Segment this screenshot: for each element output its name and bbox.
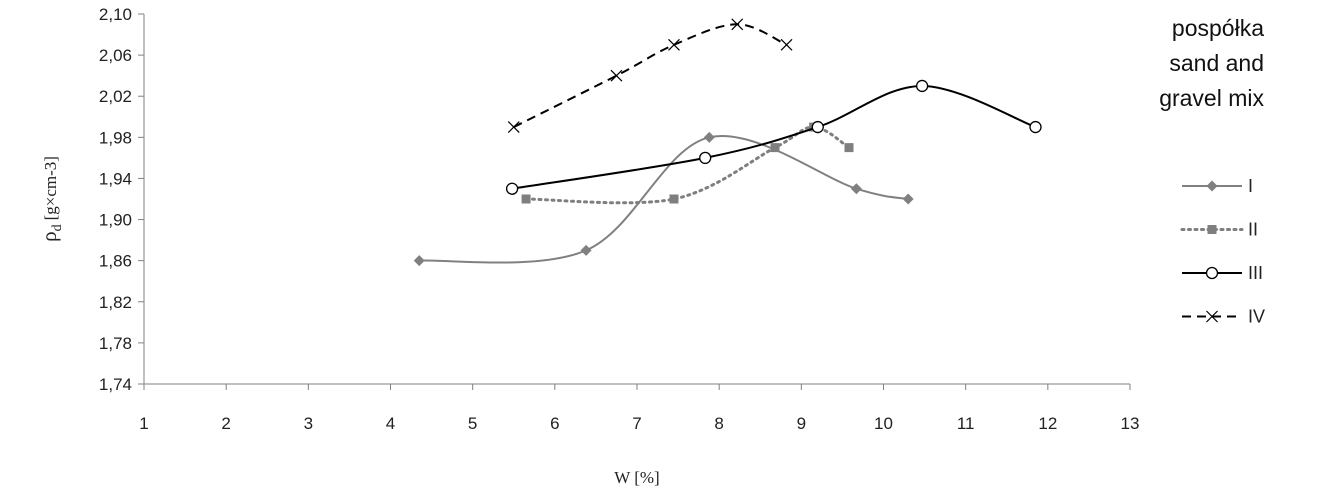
legend-label: IV: [1248, 307, 1265, 327]
data-point: [902, 193, 914, 205]
annotation-line: sand and: [1169, 50, 1264, 76]
data-point: [610, 69, 623, 82]
legend-marker: [1206, 180, 1218, 192]
x-tick-label: 6: [550, 414, 559, 433]
data-point: [1029, 120, 1042, 134]
series-line: [513, 23, 787, 128]
x-tick-label: 13: [1121, 414, 1140, 433]
data-point: [507, 121, 520, 133]
x-tick-label: 9: [797, 414, 806, 433]
y-tick-label: 2,06: [99, 46, 132, 65]
legend-marker: [1205, 266, 1219, 280]
marker-stroke: [780, 38, 793, 51]
axes: 1,74 1,78 1,82 1,86 1,90 1,94 1,98 2,02 2,06 2,10…: [37, 5, 1139, 487]
marker-stroke: [1206, 310, 1218, 323]
series-I: [413, 131, 914, 267]
legend-label: I: [1248, 176, 1253, 196]
data-point: [521, 194, 531, 204]
data-point: [580, 244, 592, 256]
data-point: [669, 194, 679, 204]
x-tick-label: 4: [386, 414, 395, 433]
y-tick-label: 1,98: [99, 128, 132, 147]
data-point: [699, 151, 712, 165]
x-tick-label: 2: [221, 414, 230, 433]
x-tick-label: 7: [632, 414, 641, 433]
data-point: [505, 182, 519, 195]
x-tick-label: 11: [957, 414, 975, 433]
y-tick-label: 1,82: [99, 293, 132, 312]
series-layer: [413, 18, 1042, 267]
y-axis-title: ρd [g×cm-3]: [37, 156, 65, 242]
series-line: [524, 125, 851, 205]
legend-label: II: [1248, 220, 1258, 240]
data-point: [703, 131, 715, 143]
y-axis-unit: [g×cm-3]: [41, 156, 60, 220]
data-point: [731, 18, 744, 31]
y-tick-label: 1,78: [99, 334, 132, 353]
legend-item: III: [1182, 263, 1263, 283]
x-tick-label: 8: [714, 414, 723, 433]
legend-marker: [1206, 310, 1218, 323]
data-point: [915, 79, 929, 93]
legend-label: III: [1248, 263, 1263, 283]
legend-item: II: [1180, 220, 1258, 240]
y-tick-label: 1,74: [99, 375, 132, 394]
series-line: [511, 84, 1036, 190]
y-tick-label: 2,10: [99, 5, 132, 24]
y-tick-label: 2,02: [99, 87, 132, 106]
x-tick-label: 10: [874, 414, 893, 433]
annotation: pospółka sand and gravel mix: [1159, 15, 1264, 111]
legend-marker: [1207, 225, 1217, 234]
data-point: [850, 183, 862, 195]
legend-item: IV: [1182, 307, 1265, 327]
legend-item: I: [1182, 176, 1253, 196]
data-point: [668, 38, 680, 51]
data-point: [770, 143, 780, 153]
y-tick-label: 1,94: [99, 169, 132, 188]
marker-stroke: [610, 69, 623, 82]
data-point: [811, 120, 824, 134]
marker-stroke: [668, 38, 680, 51]
series-III: [505, 79, 1042, 195]
series-IV: [507, 18, 793, 133]
marker-stroke: [731, 18, 744, 31]
marker-stroke: [507, 121, 520, 133]
y-tick-label: 1,86: [99, 252, 132, 271]
x-tick-label: 5: [468, 414, 477, 433]
annotation-line: pospółka: [1172, 15, 1264, 41]
data-point: [780, 38, 793, 51]
y-tick-label: 1,90: [99, 211, 132, 230]
data-point: [844, 143, 854, 153]
y-axis-subscript: d: [50, 224, 65, 231]
x-tick-label: 12: [1038, 414, 1057, 433]
data-point: [413, 255, 425, 267]
y-axis-symbol: ρ: [37, 231, 61, 241]
x-tick-label: 1: [139, 414, 148, 433]
x-tick-label: 3: [304, 414, 313, 433]
annotation-line: gravel mix: [1159, 85, 1264, 111]
x-axis-title: W [%]: [614, 468, 659, 487]
